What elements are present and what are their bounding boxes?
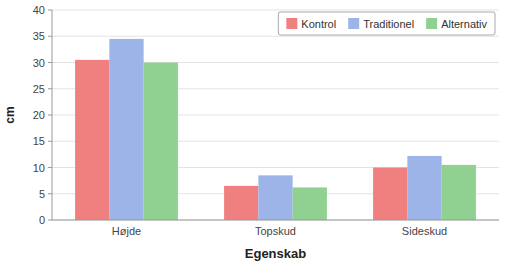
tick-label: 25 [33, 83, 45, 95]
bar [407, 156, 441, 220]
x-axis-label: Egenskab [245, 246, 306, 261]
grid-line [52, 220, 499, 221]
legend-swatch [348, 18, 359, 29]
grid-line [52, 36, 499, 37]
bar [442, 165, 476, 220]
tick-mark [48, 36, 52, 37]
bar [109, 39, 143, 220]
category-label: Topskud [255, 225, 296, 237]
tick-label: 0 [39, 214, 45, 226]
tick-label: 10 [33, 162, 45, 174]
bar [144, 63, 178, 221]
y-axis: 0 5 10 15 20 25 30 35 40 [33, 4, 499, 226]
legend-label: Traditionel [363, 18, 414, 30]
bar [224, 186, 258, 220]
tick-mark [48, 88, 52, 89]
category-label: Højde [112, 225, 141, 237]
tick-label: 5 [39, 188, 45, 200]
bar [258, 175, 292, 220]
tick-label: 30 [33, 57, 45, 69]
legend-swatch [286, 18, 297, 29]
bar [373, 168, 407, 221]
legend-swatch [426, 18, 437, 29]
grid-line [52, 10, 499, 11]
tick-mark [48, 115, 52, 116]
tick-mark [48, 62, 52, 63]
tick-mark [48, 220, 52, 221]
legend-box [278, 12, 495, 35]
tick-label: 15 [33, 135, 45, 147]
bar [293, 187, 327, 220]
legend-label: Alternativ [441, 18, 487, 30]
bars [75, 39, 476, 220]
bar [75, 60, 109, 220]
y-axis-line [52, 10, 53, 220]
tick-label: 35 [33, 30, 45, 42]
tick-label: 20 [33, 109, 45, 121]
tick-mark [48, 141, 52, 142]
legend-label: Kontrol [301, 18, 336, 30]
category-label: Sideskud [402, 225, 447, 237]
tick-label: 40 [33, 4, 45, 16]
tick-mark [48, 167, 52, 168]
chart: 0 5 10 15 20 25 30 35 40 Højde Topskud Sideskud Egen… [0, 0, 509, 266]
tick-mark [48, 193, 52, 194]
legend: Kontrol Traditionel Alternativ [278, 12, 495, 35]
x-axis-line [52, 220, 499, 221]
tick-mark [48, 10, 52, 11]
y-axis-label: cm [3, 106, 17, 123]
